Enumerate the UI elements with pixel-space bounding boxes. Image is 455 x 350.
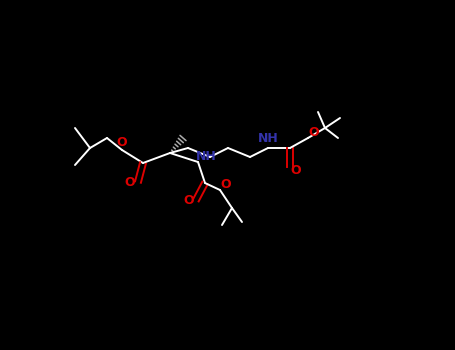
Text: O: O <box>308 126 319 140</box>
Text: O: O <box>291 163 301 176</box>
Text: O: O <box>221 178 231 191</box>
Text: O: O <box>184 194 194 206</box>
Text: NH: NH <box>258 133 278 146</box>
Text: O: O <box>116 136 127 149</box>
Text: NH: NH <box>196 150 217 163</box>
Text: O: O <box>125 175 135 189</box>
